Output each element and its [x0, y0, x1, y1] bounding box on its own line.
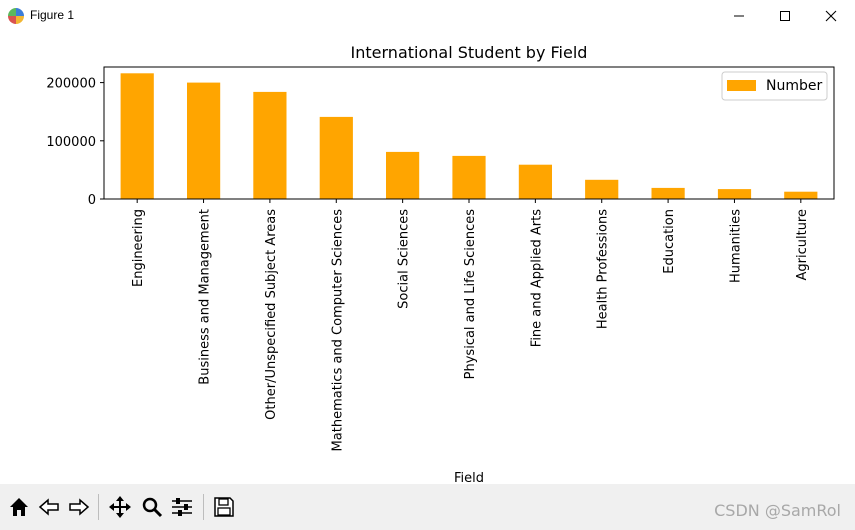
minimize-icon	[734, 15, 744, 17]
save-icon	[214, 497, 234, 517]
back-arrow-icon	[38, 498, 59, 516]
home-icon	[10, 498, 28, 516]
bar-4	[386, 151, 420, 199]
plot-frame	[103, 66, 835, 200]
legend: Number	[721, 71, 828, 101]
close-icon	[825, 10, 837, 22]
y-tick-label-2: 200000	[46, 77, 96, 92]
bar-6	[518, 164, 552, 199]
forward-arrow-icon	[69, 498, 90, 516]
window-titlebar: Figure 1	[0, 0, 855, 32]
x-tick-label-4: Social Sciences	[397, 209, 412, 309]
save-button[interactable]	[210, 492, 238, 522]
bar-1	[187, 82, 221, 199]
back-button[interactable]	[35, 492, 63, 522]
maximize-button[interactable]	[762, 0, 808, 32]
minimize-button[interactable]	[716, 0, 762, 32]
x-tick-label-9: Humanities	[728, 209, 743, 283]
x-tick-label-8: Education	[662, 209, 677, 274]
pan-button[interactable]	[106, 492, 134, 522]
bar-10	[784, 191, 818, 199]
y-tick-label-1: 100000	[46, 135, 96, 150]
maximize-icon	[780, 11, 790, 21]
x-tick-label-6: Fine and Applied Arts	[529, 209, 544, 347]
legend-swatch	[727, 80, 756, 91]
configure-subplots-button[interactable]	[168, 492, 196, 522]
toolbar-separator	[98, 494, 99, 520]
figure-canvas[interactable]: International Student by Field Engineeri…	[0, 32, 855, 484]
x-tick-label-1: Business and Management	[198, 209, 213, 385]
x-tick-label-0: Engineering	[131, 209, 146, 287]
bar-9	[717, 189, 752, 199]
bar-5	[452, 155, 486, 199]
legend-box	[721, 71, 828, 101]
bar-2	[253, 91, 287, 199]
zoom-button[interactable]	[138, 492, 166, 522]
zoom-icon	[142, 497, 163, 518]
x-axis-label: Field	[454, 471, 484, 484]
y-tick-label-0: 0	[88, 193, 96, 208]
toolbar-separator	[203, 494, 204, 520]
matplotlib-figure-icon	[8, 8, 24, 24]
home-button[interactable]	[5, 492, 33, 522]
x-tick-label-7: Health Professions	[596, 209, 611, 329]
x-tick-label-3: Mathematics and Computer Sciences	[330, 209, 345, 452]
navigation-toolbar: CSDN @SamRol	[0, 484, 855, 530]
bar-0	[120, 73, 154, 199]
forward-button[interactable]	[65, 492, 93, 522]
close-button[interactable]	[808, 0, 854, 32]
bar-8	[651, 187, 685, 199]
chart-title: International Student by Field	[351, 43, 588, 62]
legend-label: Number	[766, 78, 822, 94]
move-icon	[109, 496, 131, 518]
watermark-text: CSDN @SamRol	[714, 501, 841, 520]
x-tick-label-10: Agriculture	[795, 209, 810, 281]
x-tick-label-2: Other/Unspecified Subject Areas	[264, 209, 279, 420]
bar-3	[319, 116, 353, 199]
bar-chart: International Student by Field Engineeri…	[46, 43, 835, 484]
sliders-icon	[172, 498, 192, 516]
bar-7	[585, 179, 619, 199]
x-tick-label-5: Physical and Life Sciences	[463, 209, 478, 380]
window-title: Figure 1	[30, 8, 75, 22]
